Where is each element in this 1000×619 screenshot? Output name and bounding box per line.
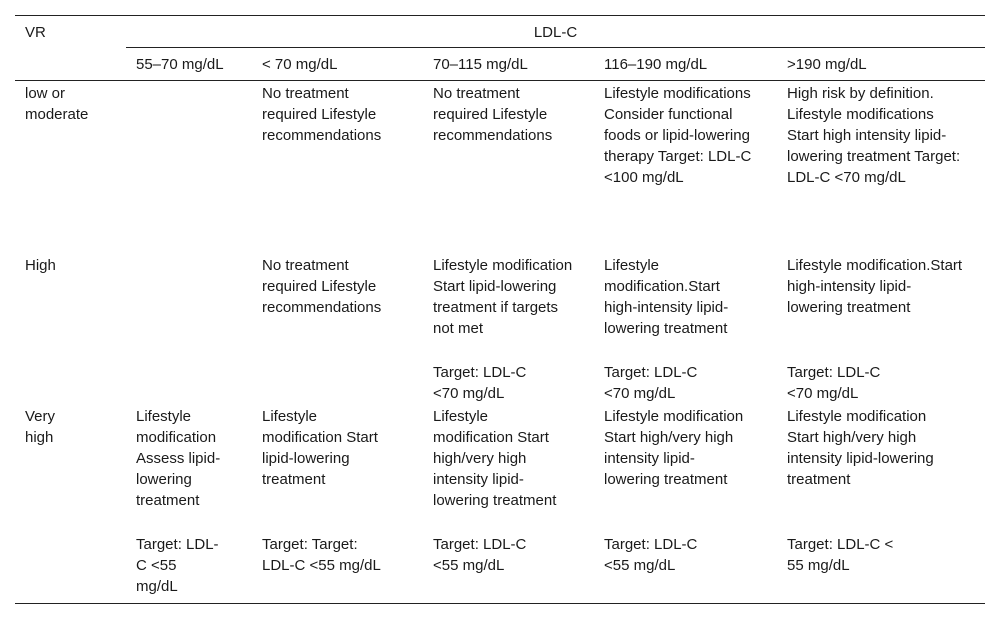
column-header-55-70: 55–70 mg/dL: [136, 56, 224, 73]
cell-high-116-190: Lifestyle modification.Start high-intens…: [604, 257, 729, 337]
cell-low-moderate-gt-190: High risk by definition. Lifestyle modif…: [787, 85, 961, 186]
row-label-high: High: [25, 257, 56, 274]
cell-very-high-116-190: Lifestyle modification Start high/very h…: [604, 408, 744, 488]
target-high-116-190: Target: LDL-C <70 mg/dL: [604, 364, 698, 402]
header-vr: VR: [25, 24, 46, 41]
header-bottom-rule: [15, 80, 985, 81]
target-very-high-55-70: Target: LDL-C <55 mg/dL: [136, 536, 219, 595]
cell-very-high-lt-70: Lifestyle modification Start lipid-lower…: [262, 408, 378, 488]
top-rule: [15, 15, 985, 16]
cell-very-high-gt-190: Lifestyle modification Start high/very h…: [787, 408, 934, 488]
target-very-high-116-190: Target: LDL-C <55 mg/dL: [604, 536, 698, 574]
column-header-70-115: 70–115 mg/dL: [433, 56, 528, 73]
cell-low-moderate-70-115: No treatment required Lifestyle recommen…: [433, 85, 553, 144]
column-header-116-190: 116–190 mg/dL: [604, 56, 708, 73]
cell-very-high-55-70: Lifestyle modification Assess lipid-lowe…: [136, 408, 221, 509]
target-very-high-gt-190: Target: LDL-C < 55 mg/dL: [787, 536, 894, 574]
ldl-group-rule: [126, 47, 985, 48]
target-high-gt-190: Target: LDL-C <70 mg/dL: [787, 364, 881, 402]
row-label-low-moderate: low or moderate: [25, 85, 89, 123]
cell-high-lt-70: No treatment required Lifestyle recommen…: [262, 257, 382, 316]
cell-high-gt-190: Lifestyle modification.Start high-intens…: [787, 257, 963, 316]
cell-high-70-115: Lifestyle modification Start lipid-lower…: [433, 257, 573, 337]
target-very-high-lt-70: Target: Target: LDL-C <55 mg/dL: [262, 536, 381, 574]
column-header-gt-190: >190 mg/dL: [787, 56, 867, 73]
header-ldl-c: LDL-C: [533, 24, 578, 41]
cell-low-moderate-116-190: Lifestyle modifications Consider functio…: [604, 85, 752, 186]
target-very-high-70-115: Target: LDL-C <55 mg/dL: [433, 536, 527, 574]
cell-very-high-70-115: Lifestyle modification Start high/very h…: [433, 408, 557, 509]
bottom-rule: [15, 603, 985, 604]
row-label-very-high: Very high: [25, 408, 56, 446]
cell-low-moderate-lt-70: No treatment required Lifestyle recommen…: [262, 85, 382, 144]
column-header-lt-70: < 70 mg/dL: [262, 56, 338, 73]
target-high-70-115: Target: LDL-C <70 mg/dL: [433, 364, 527, 402]
